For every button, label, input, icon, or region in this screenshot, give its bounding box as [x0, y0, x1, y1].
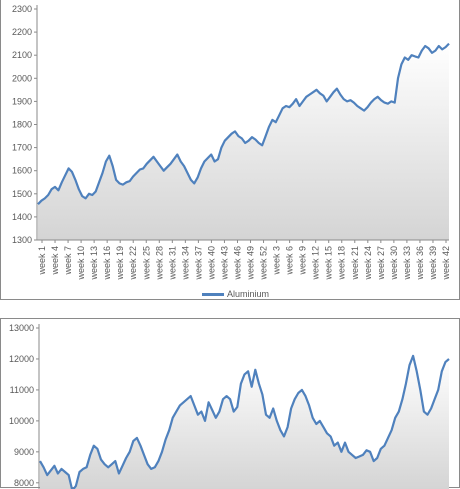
x-tick-label: week 6	[285, 246, 295, 276]
x-tick-label: week 31	[167, 246, 177, 281]
x-tick-label: week 43	[219, 246, 229, 281]
legend-label: Aluminium	[227, 289, 270, 299]
y-tick-label: 1800	[12, 120, 32, 130]
y-tick-label: 2000	[12, 73, 32, 83]
y-tick-label: 1600	[12, 166, 32, 176]
series-area	[40, 355, 449, 489]
y-tick-label: 2100	[12, 50, 32, 60]
y-tick-label: 1500	[12, 189, 32, 199]
y-tick-label: 2200	[12, 27, 32, 37]
y-tick-label: 8000	[14, 478, 34, 488]
aluminium-chart: 1300 1400 1500 1600 1700 1800 1900 2000 2100 2200…	[12, 4, 451, 281]
aluminium-chart-panel: 1300 1400 1500 1600 1700 1800 1900 2000 2100 2200…	[0, 0, 460, 300]
x-tick-label: week 36	[415, 246, 425, 281]
second-chart-panel: 8000 9000 10000 11000 12000 13000	[0, 318, 460, 489]
y-tick-label: 1700	[12, 143, 32, 153]
y-tick-label: 1900	[12, 96, 32, 106]
x-tick-label: week 12	[311, 246, 321, 281]
legend: Aluminium	[202, 289, 269, 299]
y-tick-label: 12000	[9, 354, 34, 364]
legend-swatch	[202, 292, 224, 296]
x-tick-label: week 16	[102, 246, 112, 281]
x-tick-label: week 9	[298, 246, 308, 276]
x-tick-label: week 40	[206, 246, 216, 281]
x-tick-label: week 30	[389, 246, 399, 281]
x-tick-label: week 19	[115, 246, 125, 281]
y-tick-label: 10000	[9, 416, 34, 426]
x-tick-label: week 24	[363, 246, 373, 281]
second-chart: 8000 9000 10000 11000 12000 13000	[9, 323, 450, 489]
y-tick-label: 1300	[12, 235, 32, 245]
x-tick-label: week 22	[128, 246, 138, 281]
x-tick-label: week 33	[402, 246, 412, 281]
x-tick-label: week 28	[154, 246, 164, 281]
x-tick-label: week 18	[337, 246, 347, 281]
y-tick-label: 11000	[10, 385, 34, 395]
x-tick-label: week 4	[50, 246, 60, 276]
y-tick-label: 1400	[12, 212, 32, 222]
x-tick-label: week 3	[272, 246, 282, 276]
x-tick-label: week 34	[180, 246, 190, 281]
y-tick-label: 2300	[12, 4, 32, 14]
series-line	[39, 354, 450, 489]
series-line	[37, 42, 450, 205]
x-tick-label: week 37	[193, 246, 203, 281]
x-tick-label: week 46	[232, 246, 242, 281]
x-tick-label: week 1	[37, 246, 47, 276]
x-tick-label: week 21	[350, 246, 360, 281]
x-tick-label: week 52	[259, 246, 269, 281]
x-tick-label: week 25	[141, 246, 151, 281]
x-tick-label: week 39	[428, 246, 438, 281]
x-tick-label: week 13	[89, 246, 99, 281]
x-tick-label: week 42	[441, 246, 451, 281]
x-tick-label: week 7	[63, 246, 73, 276]
y-tick-label: 9000	[14, 447, 34, 457]
x-tick-label: week 27	[376, 246, 386, 281]
x-tick-label: week 49	[246, 246, 256, 281]
x-tick-label: week 10	[76, 246, 86, 281]
y-tick-label: 13000	[9, 323, 34, 333]
x-tick-label: week 15	[324, 246, 334, 281]
